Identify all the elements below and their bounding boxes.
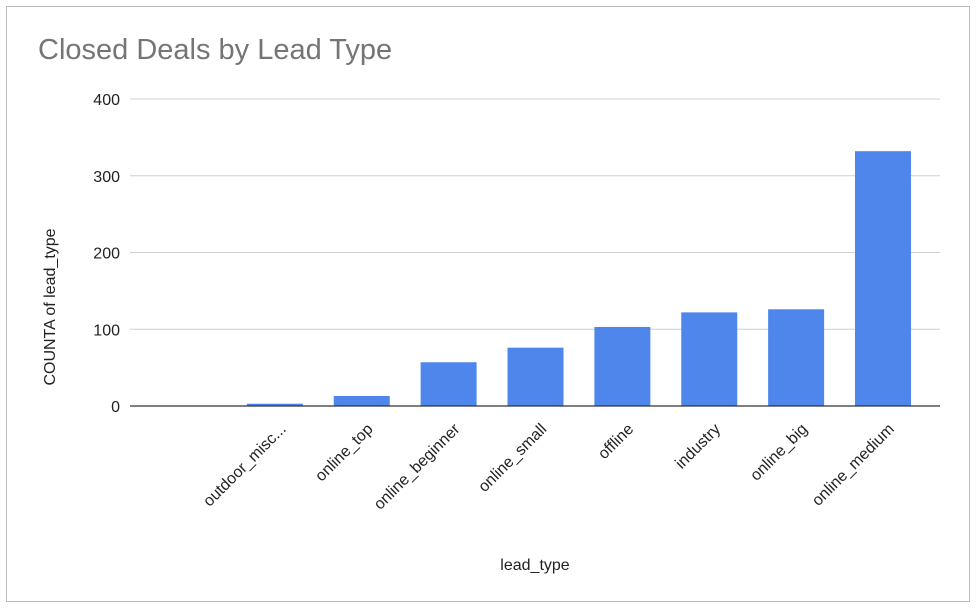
bar — [594, 326, 651, 406]
x-tick-label: online_small — [475, 421, 550, 496]
y-tick-label: 300 — [93, 169, 120, 186]
x-axis-title: lead_type — [500, 557, 569, 574]
bar — [420, 362, 477, 406]
x-tick-label: online_beginner — [371, 420, 464, 513]
x-tick-label: outdoor_misc... — [200, 421, 289, 510]
gridlines — [130, 98, 940, 330]
bar — [507, 347, 564, 406]
x-tick-label: offline — [595, 421, 637, 463]
x-tick-label: industry — [672, 421, 724, 473]
x-tick-label: online_medium — [809, 421, 898, 510]
y-tick-label: 0 — [111, 399, 120, 416]
bar — [768, 309, 825, 406]
y-tick-label: 400 — [93, 92, 120, 109]
x-tick-label: online_big — [747, 421, 811, 485]
bar — [681, 312, 738, 406]
chart-frame — [6, 6, 970, 602]
bars — [246, 151, 911, 406]
x-tick-labels: outdoor_misc... online_toponline_beginner… — [200, 420, 897, 513]
x-tick-label: online_top — [312, 421, 376, 485]
y-tick-label: 100 — [93, 322, 120, 339]
chart-title: Closed Deals by Lead Type — [38, 34, 393, 66]
bar — [246, 403, 303, 406]
y-tick-label: 200 — [93, 246, 120, 263]
bar — [855, 151, 911, 406]
y-axis-title: COUNTA of lead_type — [42, 228, 59, 385]
y-tick-labels: 0 100 200 300 400 — [93, 92, 120, 416]
bar — [333, 396, 390, 406]
